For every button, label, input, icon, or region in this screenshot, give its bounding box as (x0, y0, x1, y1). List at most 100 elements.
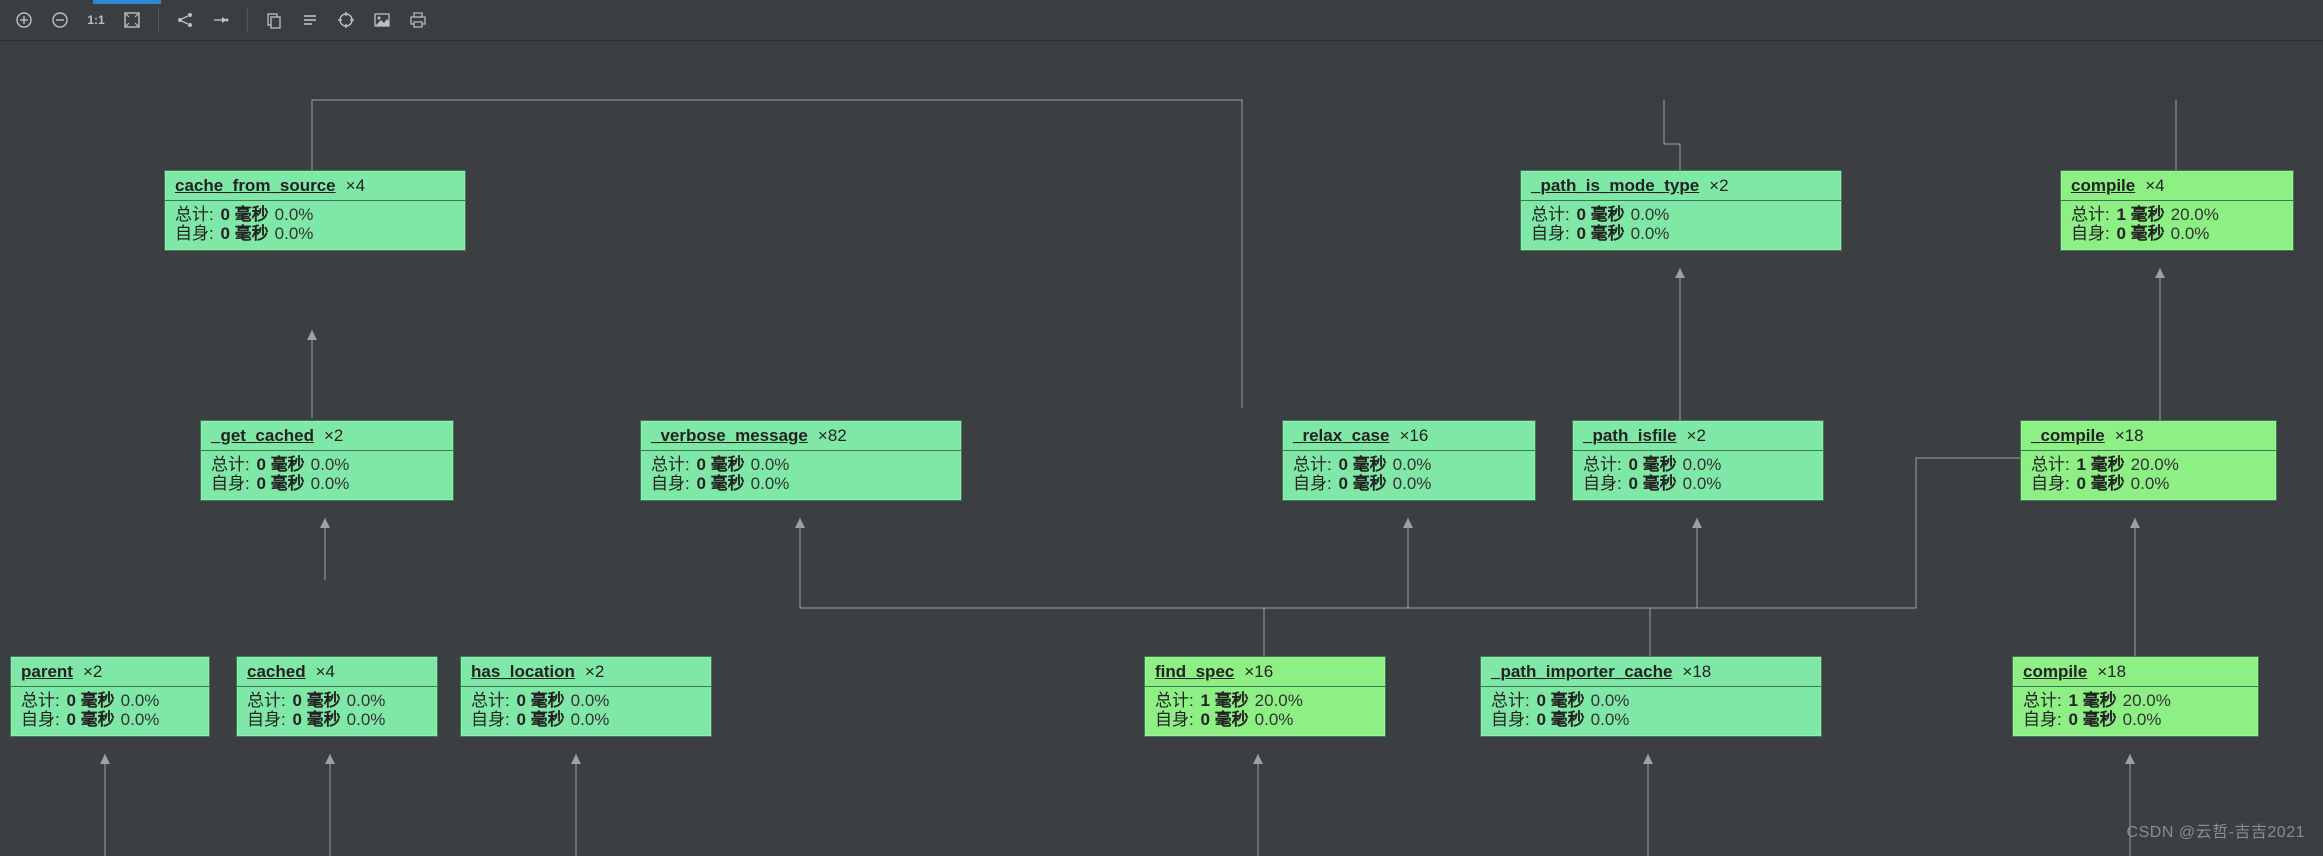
node-total-row: 总计: 0 毫秒0.0% (21, 691, 199, 711)
call-node-has_location[interactable]: has_location ×2 总计: 0 毫秒0.0%自身: 0 毫秒0.0% (460, 656, 712, 737)
node-function-name: _compile (2031, 426, 2105, 445)
node-function-name: find_spec (1155, 662, 1234, 681)
node-call-count: ×18 (2115, 426, 2144, 445)
edge-arrow-icon (1253, 754, 1263, 764)
node-total-row: 总计: 1 毫秒20.0% (2071, 205, 2283, 225)
node-call-count: ×2 (324, 426, 343, 445)
focus-icon[interactable] (207, 6, 235, 34)
edge-arrow-icon (307, 330, 317, 340)
node-total-row: 总计: 1 毫秒20.0% (2031, 455, 2266, 475)
edge-arrow-icon (325, 754, 335, 764)
call-node-parent[interactable]: parent×2总计: 0 毫秒0.0%自身: 0 毫秒0.0% (10, 656, 210, 737)
call-node-cached[interactable]: cached ×4 总计: 0 毫秒0.0%自身: 0 毫秒0.0% (236, 656, 438, 737)
edge-arrow-icon (2125, 754, 2135, 764)
node-call-count: ×4 (346, 176, 365, 195)
call-node-path_isfile[interactable]: _path_isfile ×2 总计: 0 毫秒0.0%自身: 0 毫秒0.0% (1572, 420, 1824, 501)
print-icon[interactable] (404, 6, 432, 34)
node-function-name: cached (247, 662, 306, 681)
node-function-name: _get_cached (211, 426, 314, 445)
node-total-row: 总计: 0 毫秒0.0% (247, 691, 427, 711)
edge-arrow-icon (100, 754, 110, 764)
target-icon[interactable] (332, 6, 360, 34)
node-self-row: 自身: 0 毫秒0.0% (211, 474, 443, 494)
node-function-name: compile (2071, 176, 2135, 195)
edge-arrow-icon (1675, 268, 1685, 278)
edge-arrow-icon (2155, 268, 2165, 278)
zoom-out-icon[interactable] (46, 6, 74, 34)
edge-arrow-icon (2130, 518, 2140, 528)
zoom-1to1-button[interactable]: 1:1 (82, 6, 110, 34)
toolbar-separator (247, 7, 248, 33)
node-self-row: 自身: 0 毫秒0.0% (247, 710, 427, 730)
node-self-row: 自身: 0 毫秒0.0% (1155, 710, 1375, 730)
node-self-row: 自身: 0 毫秒0.0% (2023, 710, 2248, 730)
node-call-count: ×16 (1399, 426, 1428, 445)
toolbar-separator (158, 7, 159, 33)
list-icon[interactable] (296, 6, 324, 34)
call-node-compile_top[interactable]: compile ×4 总计: 1 毫秒20.0%自身: 0 毫秒0.0% (2060, 170, 2294, 251)
call-node-find_spec[interactable]: find_spec ×16 总计: 1 毫秒20.0%自身: 0 毫秒0.0% (1144, 656, 1386, 737)
node-call-count: ×2 (1687, 426, 1706, 445)
active-tab-indicator (93, 0, 161, 4)
edge-arrow-icon (1403, 518, 1413, 528)
node-function-name: cache_from_source (175, 176, 336, 195)
node-total-row: 总计: 0 毫秒0.0% (1531, 205, 1831, 225)
node-self-row: 自身: 0 毫秒0.0% (651, 474, 951, 494)
call-node-get_cached[interactable]: _get_cached ×2 总计: 0 毫秒0.0%自身: 0 毫秒0.0% (200, 420, 454, 501)
call-node-compile_bot[interactable]: compile ×18 总计: 1 毫秒20.0%自身: 0 毫秒0.0% (2012, 656, 2259, 737)
node-self-row: 自身: 0 毫秒0.0% (2031, 474, 2266, 494)
copy-icon[interactable] (260, 6, 288, 34)
fit-icon[interactable] (118, 6, 146, 34)
edge-arrow-icon (320, 518, 330, 528)
toolbar: 1:1 (0, 0, 2323, 41)
node-call-count: ×2 (83, 662, 102, 681)
node-total-row: 总计: 1 毫秒20.0% (2023, 691, 2248, 711)
node-self-row: 自身: 0 毫秒0.0% (1293, 474, 1525, 494)
edge-arrow-icon (795, 518, 805, 528)
node-self-row: 自身: 0 毫秒0.0% (175, 224, 455, 244)
call-node-path_importer_cache[interactable]: _path_importer_cache ×18 总计: 0 毫秒0.0%自身: 0… (1480, 656, 1822, 737)
node-total-row: 总计: 0 毫秒0.0% (471, 691, 701, 711)
node-function-name: _path_isfile (1583, 426, 1677, 445)
call-node-verbose_message[interactable]: _verbose_message ×82 总计: 0 毫秒0.0%自身: 0 毫秒0… (640, 420, 962, 501)
call-node-compile_mid[interactable]: _compile ×18 总计: 1 毫秒20.0%自身: 0 毫秒0.0% (2020, 420, 2277, 501)
node-total-row: 总计: 0 毫秒0.0% (175, 205, 455, 225)
call-node-relax_case[interactable]: _relax_case ×16 总计: 0 毫秒0.0%自身: 0 毫秒0.0% (1282, 420, 1536, 501)
node-self-row: 自身: 0 毫秒0.0% (1531, 224, 1831, 244)
node-call-count: ×18 (2097, 662, 2126, 681)
node-total-row: 总计: 0 毫秒0.0% (211, 455, 443, 475)
node-function-name: _verbose_message (651, 426, 808, 445)
node-self-row: 自身: 0 毫秒0.0% (471, 710, 701, 730)
node-total-row: 总计: 0 毫秒0.0% (1491, 691, 1811, 711)
node-self-row: 自身: 0 毫秒0.0% (1491, 710, 1811, 730)
node-total-row: 总计: 1 毫秒20.0% (1155, 691, 1375, 711)
node-call-count: ×18 (1682, 662, 1711, 681)
node-self-row: 自身: 0 毫秒0.0% (2071, 224, 2283, 244)
node-function-name: compile (2023, 662, 2087, 681)
zoom-in-icon[interactable] (10, 6, 38, 34)
node-call-count: ×4 (2145, 176, 2164, 195)
edge-arrow-icon (1643, 754, 1653, 764)
node-function-name: _path_is_mode_type (1531, 176, 1699, 195)
image-icon[interactable] (368, 6, 396, 34)
node-function-name: _path_importer_cache (1491, 662, 1672, 681)
node-total-row: 总计: 0 毫秒0.0% (1583, 455, 1813, 475)
node-call-count: ×16 (1244, 662, 1273, 681)
call-graph-canvas[interactable]: cache_from_source×4总计: 0 毫秒0.0%自身: 0 毫秒0… (0, 40, 2323, 856)
node-call-count: ×2 (585, 662, 604, 681)
node-call-count: ×82 (818, 426, 847, 445)
node-self-row: 自身: 0 毫秒0.0% (21, 710, 199, 730)
share-icon[interactable] (171, 6, 199, 34)
node-total-row: 总计: 0 毫秒0.0% (651, 455, 951, 475)
node-call-count: ×4 (316, 662, 335, 681)
node-function-name: _relax_case (1293, 426, 1389, 445)
node-self-row: 自身: 0 毫秒0.0% (1583, 474, 1813, 494)
watermark-text: CSDN @云哲-吉吉2021 (2127, 818, 2305, 842)
call-node-cache_from_source[interactable]: cache_from_source ×4 总计: 0 毫秒0.0%自身: 0 毫秒0… (164, 170, 466, 251)
node-function-name: has_location (471, 662, 575, 681)
node-call-count: ×2 (1709, 176, 1728, 195)
edge-arrow-icon (1692, 518, 1702, 528)
edge-arrow-icon (571, 754, 581, 764)
call-node-path_is_mode_type[interactable]: _path_is_mode_type ×2 总计: 0 毫秒0.0%自身: 0 毫秒… (1520, 170, 1842, 251)
node-total-row: 总计: 0 毫秒0.0% (1293, 455, 1525, 475)
